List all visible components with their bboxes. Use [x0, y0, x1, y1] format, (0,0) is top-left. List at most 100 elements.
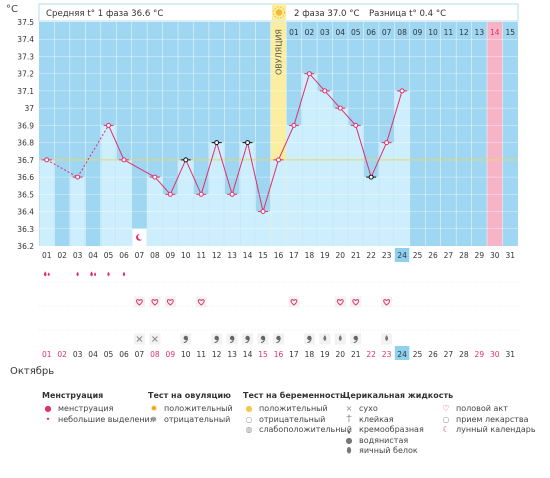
cross-shape [152, 336, 158, 342]
temp-line-segment [355, 125, 372, 178]
phase2-day-label: 07 [382, 28, 392, 37]
comma-tail [230, 338, 235, 343]
comma-tail [245, 338, 250, 343]
comma-icon [180, 333, 192, 345]
cycle-day-label: 31 [505, 251, 515, 260]
temp-bar [101, 125, 116, 246]
legend-item: ✹ положительный [148, 404, 233, 415]
calendar-date-label: 14 [243, 350, 253, 359]
temp-line-segment [262, 159, 279, 212]
temp-line-segment [278, 125, 295, 161]
comma-tail [183, 338, 189, 343]
heart-cell [381, 296, 393, 308]
comma-head [276, 335, 281, 341]
moon-icon [136, 233, 145, 241]
temp-line-segment [247, 142, 264, 212]
legend-item: ☾ лунный календарь [440, 425, 535, 436]
temp-line-segment [339, 107, 357, 126]
heart-icon: ♡ [442, 404, 450, 413]
drop-shape [323, 335, 327, 341]
legend-title: Тест на овуляцию [148, 391, 231, 400]
calendar-date-label: 19 [320, 350, 330, 359]
calendar-date-label: 04 [88, 350, 98, 359]
calendar-date-label: 21 [351, 350, 361, 359]
heart-icon [195, 296, 207, 308]
calendar-date-label: 01 [42, 350, 52, 359]
cross-icon [149, 333, 161, 345]
circle-yellow-icon: ● [245, 404, 253, 413]
heart-shape [166, 299, 174, 306]
heart-icon [350, 296, 362, 308]
drop-icon [107, 271, 110, 277]
y-tick-label: 37.3 [17, 52, 34, 61]
pill-icon: ○ [442, 414, 450, 424]
heart-shape [136, 299, 143, 306]
cycle-day-label: 29 [475, 251, 485, 260]
legend-item-label: яичный белок [359, 446, 418, 455]
heart-cell [164, 296, 176, 308]
heart-shape [290, 299, 298, 306]
drops-icon [43, 271, 50, 277]
cycle-day-label: 21 [351, 251, 361, 260]
heart-cell [288, 296, 300, 308]
legend-item: ✹ отрицательный [148, 415, 233, 426]
y-tick-label: 37.4 [17, 35, 34, 44]
drop-icon: • [45, 414, 51, 424]
cross-icon: × [345, 404, 353, 413]
heart-shape [336, 299, 344, 306]
temp-point [198, 191, 204, 197]
calendar-date-label: 13 [227, 350, 237, 359]
legend-title: Церикальная жидкость [343, 391, 454, 400]
y-tick-label: 37 [24, 104, 34, 113]
temp-line-segment [154, 176, 171, 195]
temp-line-segment [386, 90, 403, 143]
comma-tail [214, 338, 219, 343]
calendar-date-label: 24 [397, 350, 407, 359]
cycle-day-label: 06 [119, 251, 129, 260]
legend-group: Менструация ● менструация • небольшие выделе… [42, 391, 155, 425]
legend-item: ⬮ яичный белок [343, 446, 453, 457]
cycle-day-label: 17 [289, 251, 299, 260]
cycle-day-label: 28 [459, 251, 469, 260]
comma-head [353, 335, 358, 341]
legend-item-label: отрицательный [259, 414, 326, 424]
cycle-day-label: 10 [181, 251, 191, 260]
temp-point [214, 140, 220, 146]
drop-grey-icon: ● [345, 435, 353, 445]
heart-cell [195, 296, 207, 308]
ovulation-label: ОВУЛЯЦИЯ [274, 29, 283, 75]
egg-icon: ⬮ [346, 446, 352, 455]
phase1-avg: Средняя t° 1 фаза 36.6 °C [46, 9, 163, 19]
calendar-date-label: 05 [104, 350, 114, 359]
temp-line-segment [185, 159, 202, 195]
moon-icon-cut [138, 233, 145, 240]
comma-icon [226, 333, 238, 345]
legend-item-label: положительный [259, 404, 328, 413]
heart-shape [151, 299, 159, 306]
cycle-day-label: 13 [227, 251, 237, 260]
cycle-day-label: 25 [413, 251, 423, 260]
legend-group: Тест на овуляцию ✹ положительный ✹ отрицател… [148, 391, 233, 425]
temp-point [121, 157, 127, 163]
cross-shape [136, 336, 143, 342]
phase2-day-label: 08 [397, 28, 407, 37]
heart-icon [149, 296, 161, 308]
calendar-date-label: 11 [196, 350, 206, 359]
month-label: Октябрь [10, 366, 55, 377]
circle-empty-icon: ○ [245, 414, 253, 424]
temp-bar [194, 194, 209, 246]
phase2-day-label: 01 [289, 28, 299, 37]
comma-icon [211, 333, 223, 345]
temp-point [353, 122, 359, 128]
y-tick-label: 36.7 [17, 156, 34, 165]
legend-item: ● положительный [243, 404, 352, 415]
drop-icon [76, 271, 79, 277]
legend-title: Тест на беременность [243, 391, 345, 400]
heart-icon [164, 296, 176, 308]
cycle-day-label: 03 [73, 251, 83, 260]
temp-point [384, 140, 390, 146]
cycle-day-label: 05 [104, 251, 114, 260]
calendar-date-label: 02 [57, 350, 67, 359]
comma-tail [260, 338, 266, 343]
